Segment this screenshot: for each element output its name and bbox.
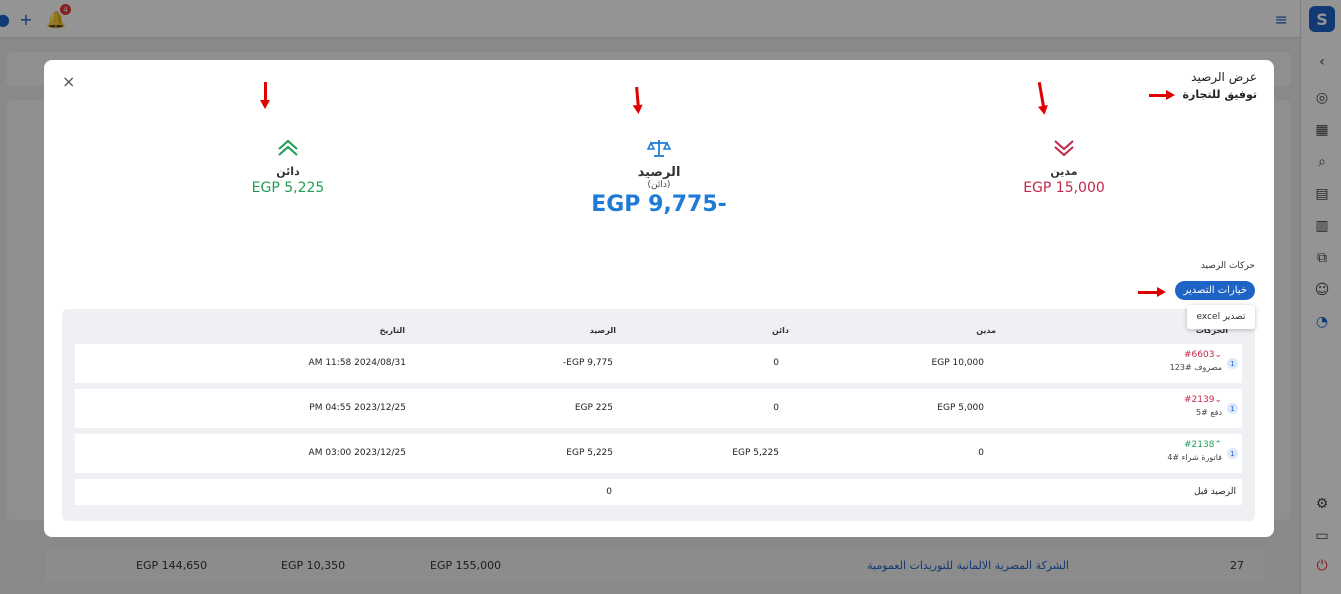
report-chart-icon[interactable]: ◔ bbox=[1315, 314, 1329, 330]
double-chevron-up-icon bbox=[228, 138, 348, 161]
row-count-badge: 1 bbox=[1227, 448, 1238, 459]
cell-date: AM 03:00 2023/12/25 bbox=[308, 448, 406, 458]
circle-icon[interactable]: ● bbox=[0, 9, 10, 29]
movement-id[interactable]: #2139 bbox=[1184, 395, 1215, 405]
double-chevron-down-icon bbox=[1004, 138, 1124, 161]
chevron-down-icon: ⌄ bbox=[1214, 395, 1222, 405]
chevron-up-icon: ⌃ bbox=[1214, 440, 1222, 450]
movements-title: حركات الرصيد bbox=[1200, 261, 1255, 271]
movement-id[interactable]: #2138 bbox=[1184, 440, 1215, 450]
balance-note: (دائن) bbox=[647, 180, 671, 190]
balance-modal: × عرض الرصيد توفيق للتجارة مدين EGP 15,0… bbox=[44, 60, 1274, 537]
top-bar: ● + 🔔 4 ≡ bbox=[0, 0, 1300, 38]
annotation-arrow-down bbox=[635, 86, 640, 108]
annotation-arrow-right bbox=[1138, 287, 1166, 297]
gauge-icon[interactable]: ◎ bbox=[1315, 90, 1329, 106]
table-icon[interactable]: ▦ bbox=[1315, 122, 1329, 138]
movement-id[interactable]: #6603 bbox=[1184, 350, 1215, 360]
credit-value: EGP 5,225 bbox=[251, 180, 325, 196]
right-sidebar: S ‹ ◎ ▦ ⌕ ▤ ▥ ⧉ ☺ ◔ ⚙ ▭ ⏻ bbox=[1300, 0, 1341, 594]
search-doc-icon[interactable]: ⌕ bbox=[1318, 154, 1326, 170]
opening-balance-value: 0 bbox=[606, 487, 612, 497]
export-options-button[interactable]: خيارات التصدير bbox=[1175, 281, 1255, 300]
movement-desc: فاتورة شراء #4 bbox=[1167, 453, 1222, 462]
header-date: التاريخ bbox=[379, 326, 405, 335]
annotation-arrow-down bbox=[1037, 81, 1046, 109]
export-excel-menu-item[interactable]: تصدير excel bbox=[1187, 305, 1255, 329]
close-icon[interactable]: × bbox=[62, 72, 76, 91]
cell-balance: EGP 225 bbox=[574, 403, 613, 413]
header-credit: دائن bbox=[771, 326, 789, 335]
table-row[interactable]: 1 ⌃#2138 فاتورة شراء #4 0 EGP 5,225 EGP … bbox=[75, 434, 1242, 473]
settings-gear-icon[interactable]: ⚙ bbox=[1315, 496, 1329, 512]
chevron-left-icon[interactable]: ‹ bbox=[1319, 54, 1325, 70]
debit-value: EGP 15,000 bbox=[1023, 180, 1105, 196]
debit-label: مدين bbox=[1050, 165, 1078, 178]
credit-label: دائن bbox=[276, 165, 300, 178]
cell-balance: EGP 5,225 bbox=[566, 448, 613, 458]
movement-ref[interactable]: ⌃#2138 فاتورة شراء #4 bbox=[1167, 440, 1222, 462]
chevron-down-icon: ⌄ bbox=[1214, 350, 1222, 360]
opening-balance-label: الرصيد قبل bbox=[1194, 487, 1236, 497]
notification-bell-icon[interactable]: 🔔 4 bbox=[45, 4, 71, 30]
cell-debit: 0 bbox=[978, 448, 984, 458]
header-balance: الرصيد bbox=[589, 326, 616, 335]
cell-debit: EGP 10,000 bbox=[931, 358, 984, 368]
annotation-arrow-right bbox=[1149, 90, 1175, 100]
opening-balance-row: الرصيد قبل 0 bbox=[75, 479, 1242, 505]
movement-ref[interactable]: ⌄#2139 دفع #5 bbox=[1184, 395, 1222, 417]
debit-stat: مدين EGP 15,000 bbox=[1004, 138, 1124, 196]
scale-icon bbox=[569, 138, 749, 161]
movement-ref[interactable]: ⌄#6603 مصروف #123 bbox=[1170, 350, 1222, 372]
credit-stat: دائن EGP 5,225 bbox=[228, 138, 348, 196]
cell-debit: EGP 5,000 bbox=[937, 403, 984, 413]
balance-value: EGP 9,775- bbox=[591, 192, 727, 217]
row-count-badge: 1 bbox=[1227, 403, 1238, 414]
app-logo-icon: S bbox=[1309, 6, 1335, 32]
add-button[interactable]: + bbox=[19, 9, 33, 29]
table-row[interactable]: 1 ⌄#2139 دفع #5 EGP 5,000 0 EGP 225 PM 0… bbox=[75, 389, 1242, 428]
cell-credit: EGP 5,225 bbox=[732, 448, 779, 458]
modal-title: عرض الرصيد bbox=[1191, 70, 1257, 84]
header-debit: مدين bbox=[976, 326, 996, 335]
table-header: الحركات مدين دائن الرصيد التاريخ bbox=[62, 309, 1255, 343]
table-row[interactable]: 1 ⌄#6603 مصروف #123 EGP 10,000 0 -EGP 9,… bbox=[75, 344, 1242, 383]
header-movement: الحركات bbox=[1195, 326, 1228, 335]
document-icon[interactable]: ▤ bbox=[1315, 186, 1329, 202]
inventory-icon[interactable]: ⧉ bbox=[1317, 250, 1327, 266]
cell-date: PM 04:55 2023/12/25 bbox=[309, 403, 406, 413]
screen-icon[interactable]: ▭ bbox=[1315, 528, 1329, 544]
movement-desc: دفع #5 bbox=[1196, 408, 1222, 417]
users-icon[interactable]: ☺ bbox=[1314, 282, 1330, 298]
row-count-badge: 1 bbox=[1227, 358, 1238, 369]
annotation-arrow-down bbox=[260, 82, 270, 109]
balance-label: الرصيد bbox=[637, 165, 681, 180]
modal-subtitle: توفيق للتجارة bbox=[1182, 88, 1257, 101]
table-row: 27 الشركة المصرية الالمانية للتوريدات ال… bbox=[46, 550, 1264, 582]
power-icon[interactable]: ⏻ bbox=[1316, 558, 1328, 574]
cell-credit: 0 bbox=[773, 403, 779, 413]
cell-date: AM 11:58 2024/08/31 bbox=[308, 358, 406, 368]
balance-stat: الرصيد (دائن) EGP 9,775- bbox=[569, 138, 749, 217]
notification-badge: 4 bbox=[60, 4, 71, 15]
movements-table: الحركات مدين دائن الرصيد التاريخ 1 ⌄#660… bbox=[62, 309, 1255, 521]
document-export-icon[interactable]: ▥ bbox=[1315, 218, 1329, 234]
menu-icon[interactable]: ≡ bbox=[1274, 10, 1288, 29]
cell-credit: 0 bbox=[773, 358, 779, 368]
movement-desc: مصروف #123 bbox=[1169, 363, 1222, 372]
cell-balance: -EGP 9,775 bbox=[563, 358, 613, 368]
